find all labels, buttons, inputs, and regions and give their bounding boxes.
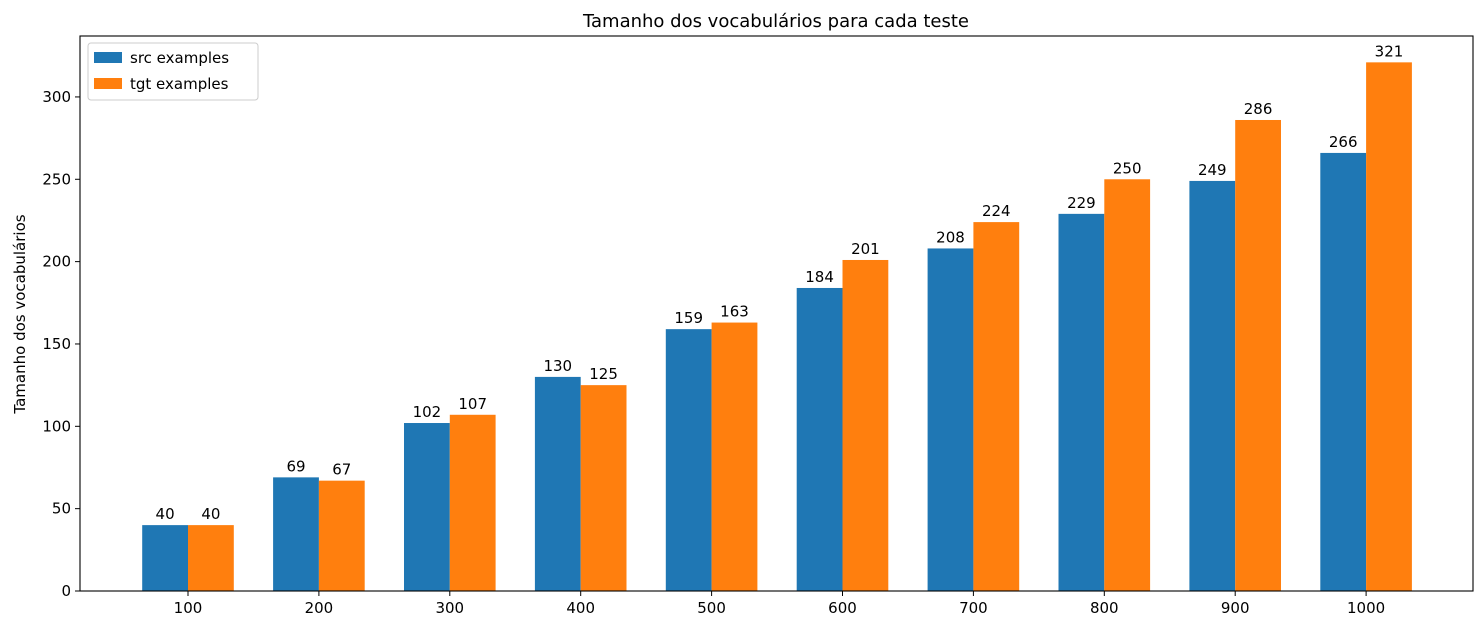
bar-value-label: 40 xyxy=(201,505,220,523)
bar-value-label: 208 xyxy=(936,228,965,246)
y-tick-label: 0 xyxy=(61,582,71,600)
bar-tgt-900 xyxy=(1235,119,1281,592)
bar-value-label: 224 xyxy=(982,202,1011,220)
y-tick-label: 100 xyxy=(42,417,71,435)
x-tick-label: 200 xyxy=(305,599,334,617)
x-tick-label: 500 xyxy=(697,599,726,617)
bar-value-label: 250 xyxy=(1113,159,1142,177)
bar-tgt-300 xyxy=(449,414,496,591)
y-tick-label: 200 xyxy=(42,253,71,271)
bar-value-label: 286 xyxy=(1244,100,1273,118)
bar-value-label: 67 xyxy=(332,461,351,479)
legend-label-tgt-examples: tgt examples xyxy=(130,75,229,93)
bar-tgt-200 xyxy=(318,480,365,591)
chart-title: Tamanho dos vocabulários para cada teste xyxy=(582,11,969,32)
bar-value-label: 229 xyxy=(1067,194,1096,212)
y-axis-ticks: 0 50 100 150 200 250 300 xyxy=(42,88,80,600)
legend-box xyxy=(87,42,259,101)
bar-src-500 xyxy=(665,329,712,591)
bar-src-400 xyxy=(534,376,581,591)
bar-tgt-800 xyxy=(1104,179,1151,591)
bar-value-label: 102 xyxy=(413,403,442,421)
x-tick-label: 800 xyxy=(1090,599,1119,617)
bar-tgt-100 xyxy=(188,525,234,591)
legend-swatch-tgt-examples xyxy=(94,78,122,89)
x-axis-ticks: 100 200 300 400 500 600 700 800 900 1000 xyxy=(174,591,1385,617)
y-tick-label: 250 xyxy=(42,170,71,188)
x-tick-label: 600 xyxy=(828,599,857,617)
bar-src-900 xyxy=(1189,180,1236,591)
x-tick-label: 1000 xyxy=(1347,599,1385,617)
bar-src-1000 xyxy=(1320,152,1367,591)
y-tick-label: 50 xyxy=(52,500,71,518)
bar-tgt-600 xyxy=(842,259,889,591)
y-tick-label: 300 xyxy=(42,88,71,106)
x-tick-label: 400 xyxy=(566,599,595,617)
bar-value-label: 159 xyxy=(674,309,703,327)
bar-value-label: 201 xyxy=(851,240,880,258)
bar-src-800 xyxy=(1058,213,1105,592)
bar-value-label: 125 xyxy=(589,365,618,383)
x-tick-label: 700 xyxy=(959,599,988,617)
y-axis-label: Tamanho dos vocabulários xyxy=(11,214,29,414)
x-tick-label: 100 xyxy=(174,599,203,617)
bar-tgt-1000 xyxy=(1366,62,1412,592)
bar-src-600 xyxy=(796,287,843,591)
legend-swatch-src-examples xyxy=(94,52,122,63)
bar-src-100 xyxy=(142,525,188,591)
x-tick-label: 900 xyxy=(1221,599,1250,617)
bar-value-label: 163 xyxy=(720,303,749,321)
legend-label-src-examples: src examples xyxy=(130,49,229,67)
bar-value-label: 321 xyxy=(1375,42,1404,60)
legend: src examples tgt examples xyxy=(87,42,259,101)
bar-labels-layer: 40 40 69 67 102 107 130 125 159 163 184 201 208 224 22… xyxy=(156,42,1404,523)
bar-value-label: 107 xyxy=(458,395,487,413)
bar-value-label: 266 xyxy=(1329,133,1358,151)
bar-value-label: 69 xyxy=(286,457,305,475)
bar-tgt-400 xyxy=(580,385,627,591)
bar-value-label: 130 xyxy=(543,357,572,375)
bar-tgt-500 xyxy=(711,322,758,591)
bar-value-label: 184 xyxy=(805,268,834,286)
bar-src-700 xyxy=(927,248,974,591)
bar-value-label: 40 xyxy=(156,505,175,523)
x-tick-label: 300 xyxy=(435,599,464,617)
bar-value-label: 249 xyxy=(1198,161,1227,179)
bar-tgt-700 xyxy=(973,222,1020,591)
bars-layer xyxy=(142,62,1412,592)
bar-src-200 xyxy=(273,477,319,591)
y-tick-label: 150 xyxy=(42,335,71,353)
plot-frame xyxy=(79,35,1474,592)
bar-src-300 xyxy=(404,423,450,591)
